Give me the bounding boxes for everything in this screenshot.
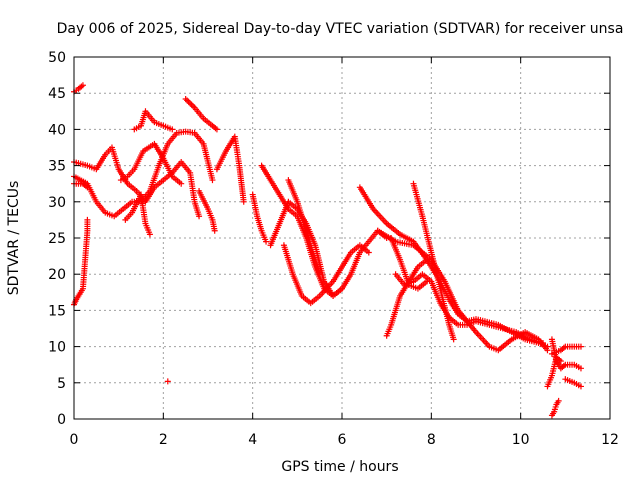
- chart-title: Day 006 of 2025, Sidereal Day-to-day VTE…: [57, 21, 624, 37]
- data-point: [188, 101, 195, 108]
- data-point: [190, 103, 197, 110]
- data-point: [577, 343, 584, 350]
- y-tick-label: 45: [48, 86, 66, 102]
- series-arc-t: [383, 256, 430, 339]
- series-arc-d: [71, 216, 91, 308]
- y-tick-label: 40: [48, 122, 66, 138]
- series-arc-g: [122, 191, 153, 238]
- x-tick-label: 2: [159, 432, 168, 448]
- x-axis-label: GPS time / hours: [281, 459, 398, 475]
- y-tick-label: 25: [48, 231, 66, 247]
- data-point: [178, 180, 185, 187]
- series-arc-z: [562, 376, 584, 390]
- data-point: [84, 216, 91, 223]
- y-tick-label: 10: [48, 340, 66, 356]
- series-arc-m: [249, 191, 270, 245]
- series-arc-w: [388, 235, 430, 292]
- series-arc-h: [131, 108, 176, 133]
- data-point: [187, 100, 194, 107]
- x-tick-label: 12: [601, 432, 619, 448]
- data-point: [555, 397, 562, 404]
- y-tick-label: 30: [48, 195, 66, 211]
- y-tick-label: 35: [48, 159, 66, 175]
- data-point: [450, 336, 457, 343]
- series-arc-b: [71, 144, 203, 220]
- series-arc-k: [213, 133, 247, 205]
- data-point: [211, 227, 218, 234]
- y-tick-label: 50: [48, 50, 66, 66]
- x-axis-ticks: 0 2 4 6 8 10 12: [70, 57, 619, 448]
- y-tick-label: 15: [48, 303, 66, 319]
- series-arc-l: [164, 378, 171, 385]
- data-point: [544, 347, 551, 354]
- series-arc-j: [196, 187, 218, 234]
- y-axis-label: SDTVAR / TECUs: [6, 181, 22, 296]
- data-point: [84, 184, 91, 191]
- series-arc-r: [356, 184, 551, 350]
- series-arc-c: [71, 180, 91, 191]
- data-point: [146, 231, 153, 238]
- y-axis-ticks: 0 5 10 15 20 25 30 35 40 45 50: [48, 50, 610, 428]
- data-point: [263, 238, 270, 245]
- data-point: [164, 378, 171, 385]
- data-point: [577, 383, 584, 390]
- series-arc-i: [182, 95, 220, 133]
- data-marks: [71, 82, 584, 419]
- data-point: [423, 278, 430, 285]
- data-point: [169, 126, 176, 133]
- data-point: [79, 82, 86, 89]
- x-tick-label: 4: [248, 432, 257, 448]
- series-arc-q: [280, 242, 372, 307]
- data-point: [423, 256, 430, 263]
- x-tick-label: 0: [70, 432, 79, 448]
- data-point: [196, 213, 203, 220]
- x-tick-label: 6: [338, 432, 347, 448]
- y-tick-label: 0: [57, 412, 66, 428]
- series-arc-y: [548, 343, 584, 357]
- x-tick-label: 8: [427, 432, 436, 448]
- grid: [74, 57, 610, 419]
- series-arc-v: [410, 180, 457, 343]
- data-point: [240, 198, 247, 205]
- data-point: [213, 126, 220, 133]
- data-point: [557, 358, 564, 365]
- series-arc-f: [117, 140, 185, 187]
- data-point: [185, 98, 192, 105]
- data-point: [339, 285, 345, 292]
- series-arc-u: [392, 271, 546, 346]
- data-point: [365, 249, 372, 256]
- y-tick-label: 20: [48, 267, 66, 283]
- series-arc-bb: [544, 354, 564, 390]
- data-point: [184, 97, 191, 104]
- data-point: [577, 365, 584, 372]
- data-point: [182, 95, 189, 102]
- series-arc-p: [285, 177, 323, 278]
- data-point: [209, 177, 216, 184]
- data-point: [316, 271, 323, 278]
- x-tick-label: 10: [512, 432, 530, 448]
- data-point: [540, 339, 546, 346]
- series-arc-aa: [548, 397, 562, 419]
- y-tick-label: 5: [57, 376, 66, 392]
